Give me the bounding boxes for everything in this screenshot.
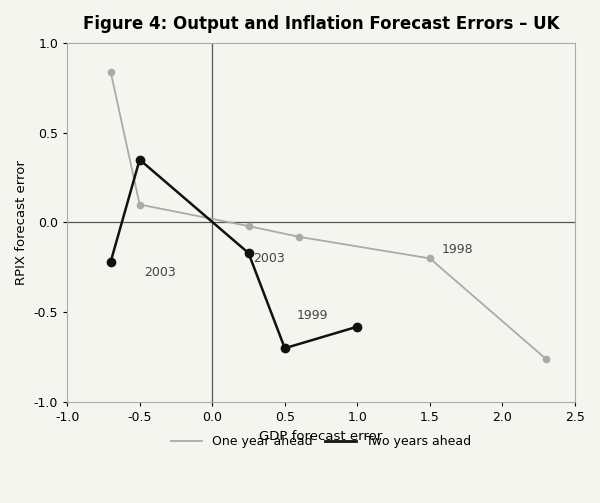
X-axis label: GDP forecast error: GDP forecast error: [259, 430, 383, 443]
Text: 2003: 2003: [144, 267, 176, 279]
Text: 1999: 1999: [296, 309, 328, 322]
Text: 2003: 2003: [253, 252, 284, 265]
Legend: One year ahead, Two years ahead: One year ahead, Two years ahead: [166, 431, 476, 453]
Text: 1998: 1998: [442, 243, 473, 256]
Y-axis label: RPIX forecast error: RPIX forecast error: [15, 160, 28, 285]
Title: Figure 4: Output and Inflation Forecast Errors – UK: Figure 4: Output and Inflation Forecast …: [83, 15, 559, 33]
